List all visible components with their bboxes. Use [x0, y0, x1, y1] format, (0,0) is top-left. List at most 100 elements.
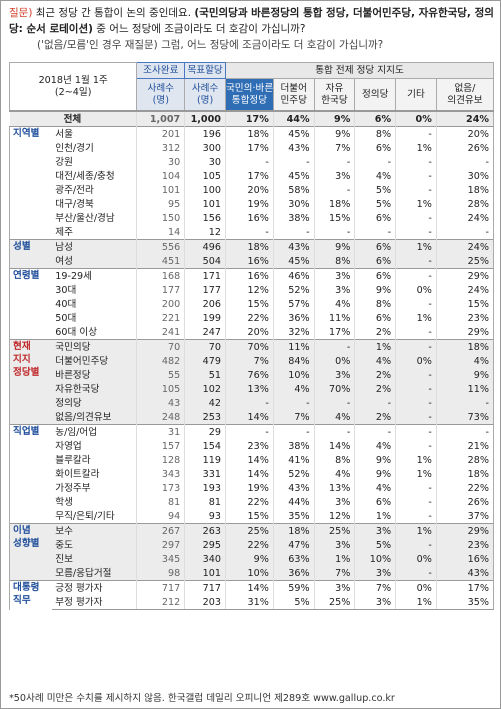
- percentage: -: [395, 566, 437, 581]
- percentage: 36%: [272, 566, 315, 581]
- percentage: -: [395, 481, 437, 495]
- percentage: 38%: [272, 211, 315, 225]
- sample-size: 81: [184, 495, 226, 509]
- party-header: 국민의·바른 통합정당: [224, 78, 274, 112]
- percentage: 1%: [354, 509, 396, 524]
- percentage: 5%: [272, 595, 315, 610]
- percentage: 8%: [354, 297, 396, 311]
- percentage: -: [395, 325, 437, 340]
- percentage: 41%: [272, 453, 315, 467]
- row-label: 30대: [55, 284, 77, 296]
- party-name-line: 기타: [407, 88, 425, 100]
- percentage: 6%: [354, 239, 396, 254]
- percentage: -: [395, 155, 437, 169]
- sample-size: 104: [136, 169, 185, 183]
- percentage: 70%: [224, 339, 274, 354]
- row-label: 대구/경북: [55, 198, 94, 210]
- percentage: 7%: [313, 566, 355, 581]
- percentage: 37%: [435, 509, 495, 524]
- percentage: 24%: [435, 283, 495, 297]
- party-name-line: 한국당: [321, 94, 348, 106]
- sample-size: 30: [184, 155, 226, 169]
- percentage: 25%: [224, 523, 274, 538]
- row-label: 무직/은퇴/기타: [55, 510, 115, 522]
- percentage: 3%: [354, 523, 396, 538]
- data-row: 대전/세종/충청 104 105 17% 45% 3% 4% -30%: [10, 169, 495, 183]
- sample-size: 203: [184, 595, 226, 610]
- percentage: 70%: [313, 382, 355, 396]
- percentage: 25%: [313, 523, 355, 538]
- percentage: 15%: [313, 211, 355, 225]
- percentage: 4%: [354, 439, 396, 453]
- row-label: 자영업: [55, 440, 82, 452]
- percentage: -: [395, 509, 437, 524]
- subquestion: ('없음/모름'인 경우 재질문) 그럼, 어느 정당에 조금이라도 더 호감이…: [37, 39, 384, 51]
- row-label: 진보: [52, 552, 137, 566]
- party-name-line: 없음/: [454, 82, 476, 94]
- percentage: 12%: [313, 509, 355, 524]
- percentage: -: [354, 225, 396, 240]
- percentage: 10%: [272, 368, 315, 382]
- percentage: 20%: [435, 126, 495, 141]
- percentage: -: [354, 396, 396, 410]
- row-label: 정의당: [52, 396, 137, 410]
- party-name-line: 더불어: [280, 82, 307, 94]
- percentage: 7%: [354, 580, 396, 595]
- row-label: 바른정당: [52, 368, 137, 382]
- percentage: 14%: [313, 439, 355, 453]
- sample-size: 156: [184, 211, 226, 225]
- percentage: 30%: [272, 197, 315, 211]
- percentage: 19%: [224, 481, 274, 495]
- sample-size: 345: [136, 552, 185, 566]
- percentage: 45%: [272, 126, 315, 141]
- sample-size: 200: [136, 297, 185, 311]
- percentage: 1%: [395, 197, 437, 211]
- data-row: 바른정당 55 51 76% 10% 3% 2% -9%: [10, 368, 495, 382]
- percentage: 4%: [354, 354, 396, 368]
- group-label-line: 정당별: [13, 367, 40, 378]
- percentage: 15%: [224, 509, 274, 524]
- percentage: 52%: [272, 283, 315, 297]
- row-label: 서울: [52, 126, 137, 141]
- sample-size: 43: [136, 396, 185, 410]
- percentage: 31%: [224, 595, 274, 610]
- percentage: 22%: [224, 311, 274, 325]
- percentage: 5%: [354, 538, 396, 552]
- party-name-line: 민주당: [280, 94, 307, 106]
- percentage: 2%: [354, 368, 396, 382]
- percentage: 35%: [272, 509, 315, 524]
- percentage: 23%: [435, 311, 495, 325]
- party-header: 정의당: [354, 78, 397, 112]
- percentage: -: [395, 538, 437, 552]
- percentage: 3%: [313, 538, 355, 552]
- percentage: 16%: [224, 211, 274, 225]
- percentage: 28%: [435, 197, 495, 211]
- percentage: 43%: [435, 566, 495, 581]
- percentage: 12%: [224, 283, 274, 297]
- percentage: 1%: [395, 467, 437, 481]
- percentage: 4%: [313, 297, 355, 311]
- row-label: 긍정 평가자: [52, 580, 137, 595]
- percentage: -: [395, 254, 437, 269]
- percentage: 3%: [313, 368, 355, 382]
- sample-sub-line: (명): [152, 94, 169, 106]
- percentage: 17%: [313, 325, 355, 340]
- percentage: 2%: [354, 410, 396, 425]
- row-label: 학생: [55, 496, 73, 508]
- percentage: 13%: [313, 481, 355, 495]
- sample-title: 조사완료: [136, 62, 186, 79]
- percentage: 43%: [272, 239, 315, 254]
- data-row: 자유한국당 105 102 13% 4% 70% 2% -11%: [10, 382, 495, 396]
- period-header: 2018년 1월 1주 (2~4일): [8, 62, 138, 112]
- sample-size: 451: [136, 254, 185, 269]
- data-row: 정의당 43 42- - - - - -: [10, 396, 495, 410]
- sample-sub-line: (명): [196, 94, 214, 106]
- percentage: 9%: [354, 283, 396, 297]
- percentage: 17%: [224, 110, 274, 127]
- percentage: 3%: [313, 283, 355, 297]
- row-label: 보수: [52, 523, 137, 538]
- sample-size: 504: [184, 254, 226, 269]
- percentage: 18%: [272, 523, 315, 538]
- data-row: 여성 451 504 16% 45% 8% 6% -25%: [10, 254, 495, 269]
